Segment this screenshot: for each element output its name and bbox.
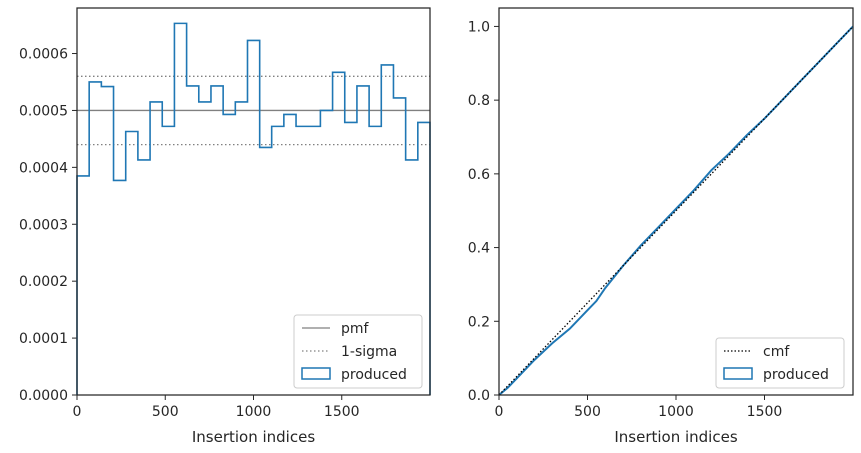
legend-produced-label: produced	[763, 367, 829, 383]
y-tick-label: 0.0000	[19, 388, 68, 404]
legend-produced-swatch	[301, 367, 331, 380]
x-tick-label: 500	[152, 404, 179, 420]
y-tick-label: 0.0006	[19, 47, 68, 63]
cmf-line	[498, 25, 854, 396]
y-tick-label: 0.0002	[19, 274, 68, 290]
x-tick-label: 1000	[236, 404, 272, 420]
x-axis-title: Insertion indices	[614, 428, 737, 446]
legend: pmf 1-sigma produced	[293, 314, 423, 389]
x-tick-label: 0	[73, 404, 82, 420]
x-tick-label: 1500	[324, 404, 360, 420]
legend-produced-label: produced	[341, 367, 407, 383]
legend-produced-swatch	[723, 367, 753, 380]
y-tick-label: 0.0005	[19, 103, 68, 119]
x-tick-label: 0	[495, 404, 504, 420]
x-axis-title: Insertion indices	[192, 428, 315, 446]
y-tick-label: 0.4	[468, 241, 490, 257]
pmf-histogram-panel: 0.0000 0.0001 0.0002 0.0003 0.0004 0.0005 0.00…	[19, 7, 431, 446]
plot-frame	[498, 7, 854, 396]
legend-sigma-label: 1-sigma	[341, 344, 397, 360]
x-tick-label: 500	[574, 404, 601, 420]
x-tick-label: 1000	[658, 404, 694, 420]
legend-cmf-label: cmf	[763, 344, 790, 360]
legend-pmf-label: pmf	[341, 321, 370, 337]
y-tick-label: 0.0	[468, 388, 490, 404]
y-tick-label: 1.0	[468, 19, 490, 35]
legend-box	[293, 314, 423, 389]
y-tick-label: 0.8	[468, 93, 490, 109]
y-tick-label: 0.0001	[19, 331, 68, 347]
y-tick-label: 0.6	[468, 167, 490, 183]
y-tick-label: 0.0004	[19, 160, 68, 176]
legend: cmf produced	[715, 337, 845, 389]
legend-box	[715, 337, 845, 389]
y-tick-label: 0.2	[468, 314, 490, 330]
plot-frame	[76, 7, 431, 396]
y-tick-label: 0.0003	[19, 217, 68, 233]
cmf-line-panel: 0.0 0.2 0.4 0.6 0.8 1.0 0 500 1000 1500 Insertion …	[468, 7, 854, 446]
x-tick-label: 1500	[747, 404, 783, 420]
produced-step-histogram	[76, 22, 431, 395]
